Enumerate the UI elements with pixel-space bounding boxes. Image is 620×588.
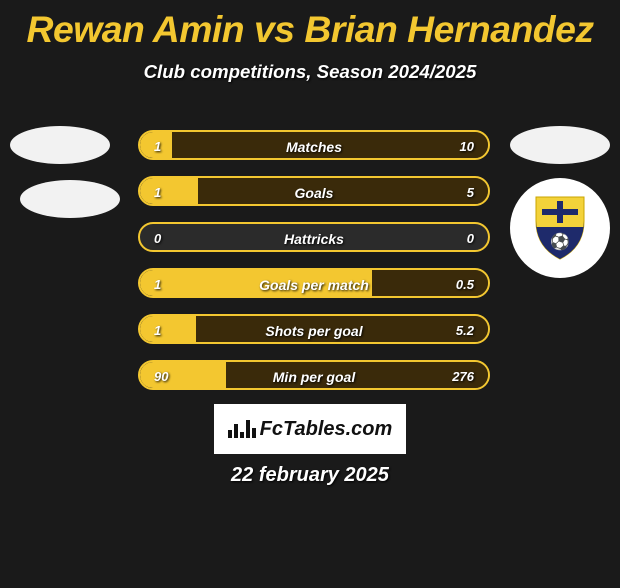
- stat-value-left: 1: [154, 270, 161, 298]
- fctables-watermark: FcTables.com: [214, 404, 406, 454]
- stat-label: Goals per match: [140, 270, 488, 298]
- player-left-club-placeholder: [20, 180, 120, 218]
- player-left-avatar-placeholder: [10, 126, 110, 164]
- stat-row: Min per goal90 276: [138, 360, 490, 390]
- stat-value-right: 10: [460, 132, 474, 160]
- stat-value-right: 276: [452, 362, 474, 390]
- stat-label: Shots per goal: [140, 316, 488, 344]
- stat-row: Hattricks0 0: [138, 222, 490, 252]
- stat-value-left: 1: [154, 178, 161, 206]
- stat-row: Goals per match1 0.5: [138, 268, 490, 298]
- stat-value-right: 5: [467, 178, 474, 206]
- subtitle: Club competitions, Season 2024/2025: [0, 61, 620, 83]
- stat-value-left: 90: [154, 362, 168, 390]
- stat-label: Matches: [140, 132, 488, 160]
- stat-value-right: 0.5: [456, 270, 474, 298]
- stat-label: Goals: [140, 178, 488, 206]
- stat-value-left: 0: [154, 224, 161, 252]
- page-title: Rewan Amin vs Brian Hernandez: [0, 8, 620, 51]
- date-text: 22 february 2025: [0, 464, 620, 487]
- player-right-club-badge: ⚽: [510, 178, 610, 278]
- stat-label: Hattricks: [140, 224, 488, 252]
- shield-icon: ⚽: [532, 195, 588, 261]
- player-right-avatar-placeholder: [510, 126, 610, 164]
- stats-comparison: Matches110Goals15Hattricks00Goals per ma…: [138, 130, 490, 406]
- stat-row: Goals1 5: [138, 176, 490, 206]
- stat-value-left: 1: [154, 316, 161, 344]
- stat-label: Min per goal: [140, 362, 488, 390]
- player-left-name: Rewan Amin: [26, 8, 244, 50]
- stat-row: Matches1 10: [138, 130, 490, 160]
- svg-text:⚽: ⚽: [549, 232, 570, 251]
- fctables-text: FcTables.com: [260, 418, 393, 441]
- stat-row: Shots per goal1 5.2: [138, 314, 490, 344]
- stat-value-right: 0: [467, 224, 474, 252]
- fctables-bars-icon: [228, 420, 256, 438]
- stat-value-left: 1: [154, 132, 161, 160]
- stat-value-right: 5.2: [456, 316, 474, 344]
- player-right-name: Brian Hernandez: [304, 8, 593, 50]
- vs-separator: vs: [244, 8, 304, 50]
